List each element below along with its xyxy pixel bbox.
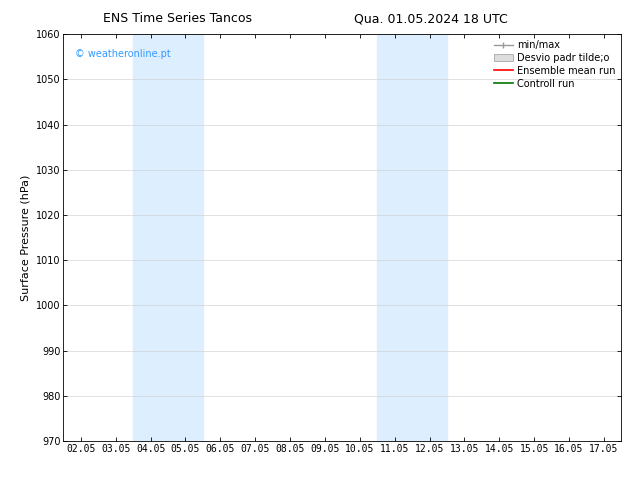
Text: © weatheronline.pt: © weatheronline.pt — [75, 49, 171, 58]
Legend: min/max, Desvio padr tilde;o, Ensemble mean run, Controll run: min/max, Desvio padr tilde;o, Ensemble m… — [489, 36, 619, 93]
Bar — [377, 34, 447, 441]
Text: ENS Time Series Tancos: ENS Time Series Tancos — [103, 12, 252, 25]
Bar — [133, 34, 203, 441]
Y-axis label: Surface Pressure (hPa): Surface Pressure (hPa) — [20, 174, 30, 301]
Text: Qua. 01.05.2024 18 UTC: Qua. 01.05.2024 18 UTC — [354, 12, 508, 25]
